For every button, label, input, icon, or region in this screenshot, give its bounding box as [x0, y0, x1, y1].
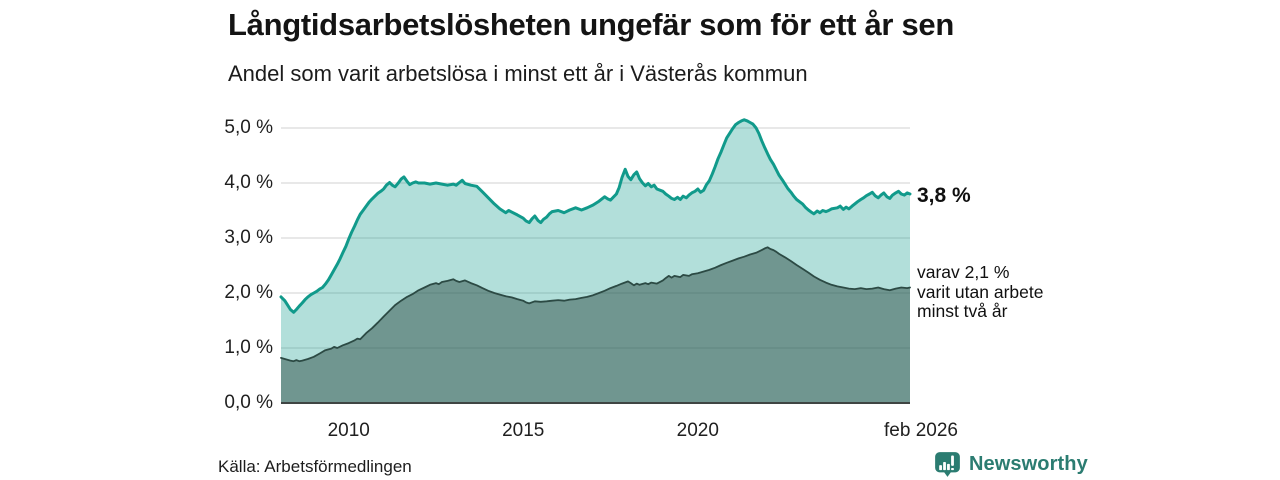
annotation-line: varav 2,1 % — [917, 262, 1010, 282]
series-line-total — [279, 118, 912, 314]
x-tick-label: 2010 — [327, 420, 370, 441]
source-label: Källa: Arbetsförmedlingen — [218, 457, 412, 476]
x-tick-label: 2015 — [502, 420, 545, 441]
series-area-two-year — [281, 247, 910, 403]
y-tick-label: 4,0 % — [224, 172, 273, 193]
page-subtitle: Andel som varit arbetslösa i minst ett å… — [228, 61, 808, 86]
latest-value-label: 3,8 % — [917, 184, 971, 207]
newsworthy-logo-icon — [935, 452, 960, 477]
page-title: Långtidsarbetslösheten ungefär som för e… — [228, 7, 955, 42]
series-line-two-year — [280, 246, 911, 363]
y-tick-label: 5,0 % — [224, 117, 273, 138]
y-tick-label: 3,0 % — [224, 227, 273, 248]
x-tick-label: 2020 — [676, 420, 719, 441]
newsworthy-logo: Newsworthy — [934, 451, 1088, 478]
annotation-line: minst två år — [917, 301, 1008, 321]
y-tick-label: 0,0 % — [224, 392, 273, 413]
brand-name: Newsworthy — [969, 453, 1088, 475]
y-tick-label: 1,0 % — [224, 337, 273, 358]
y-tick-label: 2,0 % — [224, 282, 273, 303]
x-tick-label: feb 2026 — [884, 420, 958, 441]
two-year-annotation: varav 2,1 % varit utan arbete minst två … — [917, 262, 1044, 322]
annotation-line: varit utan arbete — [917, 281, 1044, 302]
